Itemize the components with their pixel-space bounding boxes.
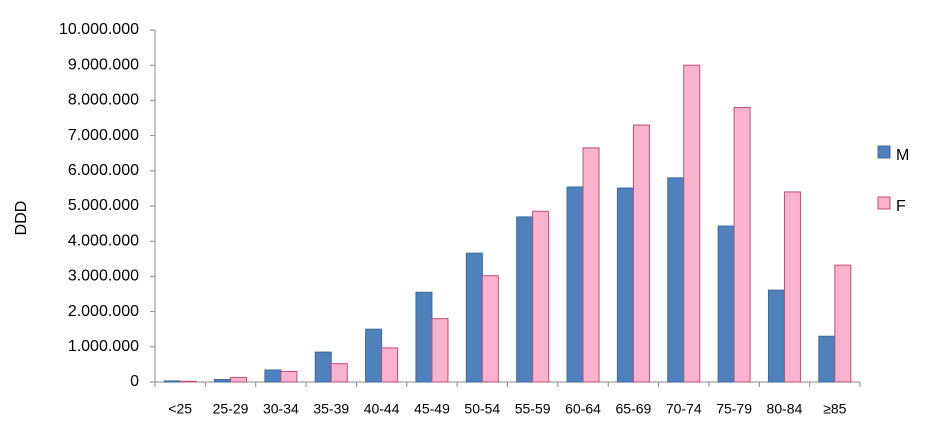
legend-swatch (877, 196, 891, 210)
bar (431, 318, 449, 383)
x-tick-label: 30-34 (263, 401, 299, 417)
bar (230, 376, 248, 383)
bar (834, 264, 852, 383)
bar (516, 216, 534, 383)
x-tick-label: 80-84 (767, 401, 803, 417)
y-tick-label: 8.000.000 (68, 92, 139, 109)
bar (582, 147, 600, 383)
x-tick-label: 55-59 (515, 401, 551, 417)
bar (532, 210, 550, 383)
bar (381, 347, 399, 383)
x-tick-label: 45-49 (414, 401, 450, 417)
bar (415, 291, 433, 383)
y-tick-label: 3.000.000 (68, 268, 139, 285)
y-tick-label: 5.000.000 (68, 197, 139, 214)
x-tick-label: 75-79 (716, 401, 752, 417)
x-tick-label: 65-69 (615, 401, 651, 417)
bar (566, 186, 584, 383)
x-tick-label: 35-39 (313, 401, 349, 417)
y-tick-label: 1.000.000 (68, 338, 139, 355)
bar (818, 335, 836, 383)
bar (667, 177, 685, 383)
bar (330, 363, 348, 383)
x-tick-label: <25 (168, 401, 192, 417)
bar (632, 124, 650, 383)
bar (264, 369, 282, 383)
bar (365, 328, 383, 383)
x-tick-label: ≥85 (823, 401, 846, 417)
legend-swatch (877, 145, 891, 159)
bar (683, 64, 701, 383)
x-tick-label: 40-44 (364, 401, 400, 417)
y-tick-label: 4.000.000 (68, 232, 139, 249)
bar (465, 252, 483, 383)
y-tick-label: 7.000.000 (68, 127, 139, 144)
bar (767, 289, 785, 383)
y-axis-label: DDD (13, 201, 30, 236)
bar (481, 275, 499, 383)
y-tick-label: 6.000.000 (68, 162, 139, 179)
legend-label: M (896, 147, 909, 164)
bar (717, 225, 735, 383)
x-tick-label: 70-74 (666, 401, 702, 417)
x-tick-label: 60-64 (565, 401, 601, 417)
y-tick-label: 9.000.000 (68, 56, 139, 73)
x-tick-label: 25-29 (213, 401, 249, 417)
bar (616, 187, 634, 383)
bar (314, 351, 332, 383)
bar (733, 106, 751, 383)
bar (179, 380, 197, 383)
bar (783, 191, 801, 383)
bar (280, 370, 298, 383)
bar (214, 379, 232, 383)
y-tick-label: 10.000.000 (59, 21, 139, 38)
legend-label: F (896, 198, 906, 215)
y-tick-label: 0 (130, 373, 139, 390)
y-tick-label: 2.000.000 (68, 303, 139, 320)
bar (163, 380, 181, 383)
x-tick-label: 50-54 (464, 401, 500, 417)
